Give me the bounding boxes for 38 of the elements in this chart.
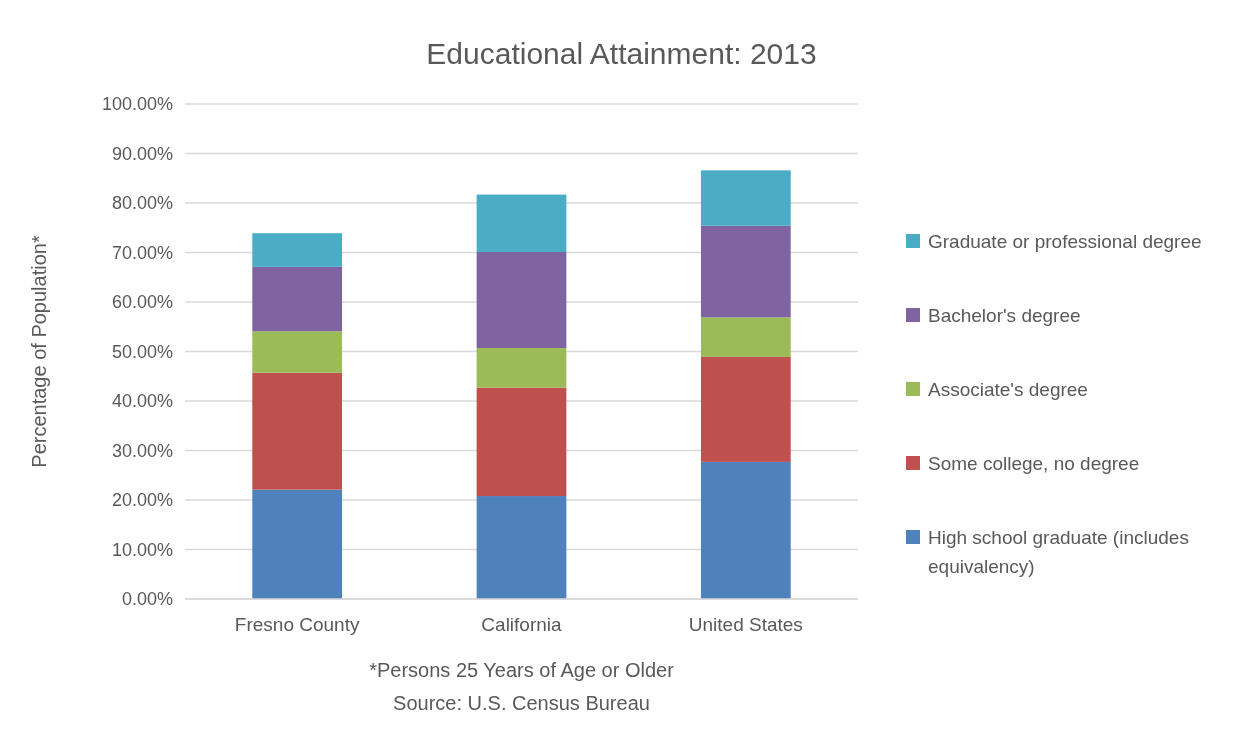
y-tick-label: 30.00% (111, 440, 173, 461)
bar (700, 461, 791, 599)
legend-label: Some college, no degree (928, 452, 1140, 474)
legend-label: High school graduate (includes equivalency) (928, 526, 1189, 577)
x-tick-label: United States (688, 614, 803, 635)
x-tick-label: California (481, 614, 563, 635)
y-tick-label: 20.00% (111, 490, 173, 511)
bar (252, 266, 343, 332)
y-tick-label: 100.00% (101, 94, 173, 115)
bar (252, 372, 343, 490)
y-tick-label: 80.00% (111, 193, 173, 214)
y-tick-label: 50.00% (111, 341, 173, 362)
bar (252, 489, 343, 599)
source-note: Source: U.S. Census Bureau (393, 692, 650, 714)
bar (476, 252, 567, 349)
bar (476, 194, 567, 253)
bar (252, 233, 343, 267)
y-tick-label: 60.00% (111, 292, 173, 313)
legend-label: Bachelor's degree (928, 304, 1081, 326)
bar (700, 170, 791, 226)
text: *Persons 25 Years of Age or Older (369, 659, 675, 681)
y-tick-label: 70.00% (111, 242, 173, 263)
x-tick-label: Fresno County (234, 614, 360, 635)
y-tick-label: 0.00% (121, 589, 173, 610)
bar (476, 496, 567, 599)
bar (700, 317, 791, 357)
bar (476, 387, 567, 497)
y-tick-label: 90.00% (111, 143, 173, 164)
bar (476, 348, 567, 388)
bar (252, 331, 343, 373)
legend-label: Associate's degree (928, 378, 1088, 400)
chart-title: Educational Attainment: 2013 (426, 37, 817, 70)
y-tick-label: 10.00% (111, 539, 173, 560)
bar (700, 225, 791, 318)
bar (700, 356, 791, 462)
y-axis-title: Percentage of Population* (28, 235, 50, 468)
legend-label: Graduate or professional degree (928, 230, 1202, 252)
y-tick-label: 40.00% (111, 391, 173, 412)
